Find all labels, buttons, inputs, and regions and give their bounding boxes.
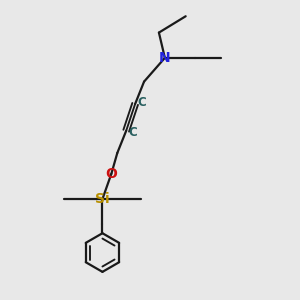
Text: C: C [128,126,137,139]
Text: C: C [137,96,146,109]
Text: O: O [105,167,117,181]
Text: Si: Si [95,192,110,206]
Text: N: N [159,51,171,65]
